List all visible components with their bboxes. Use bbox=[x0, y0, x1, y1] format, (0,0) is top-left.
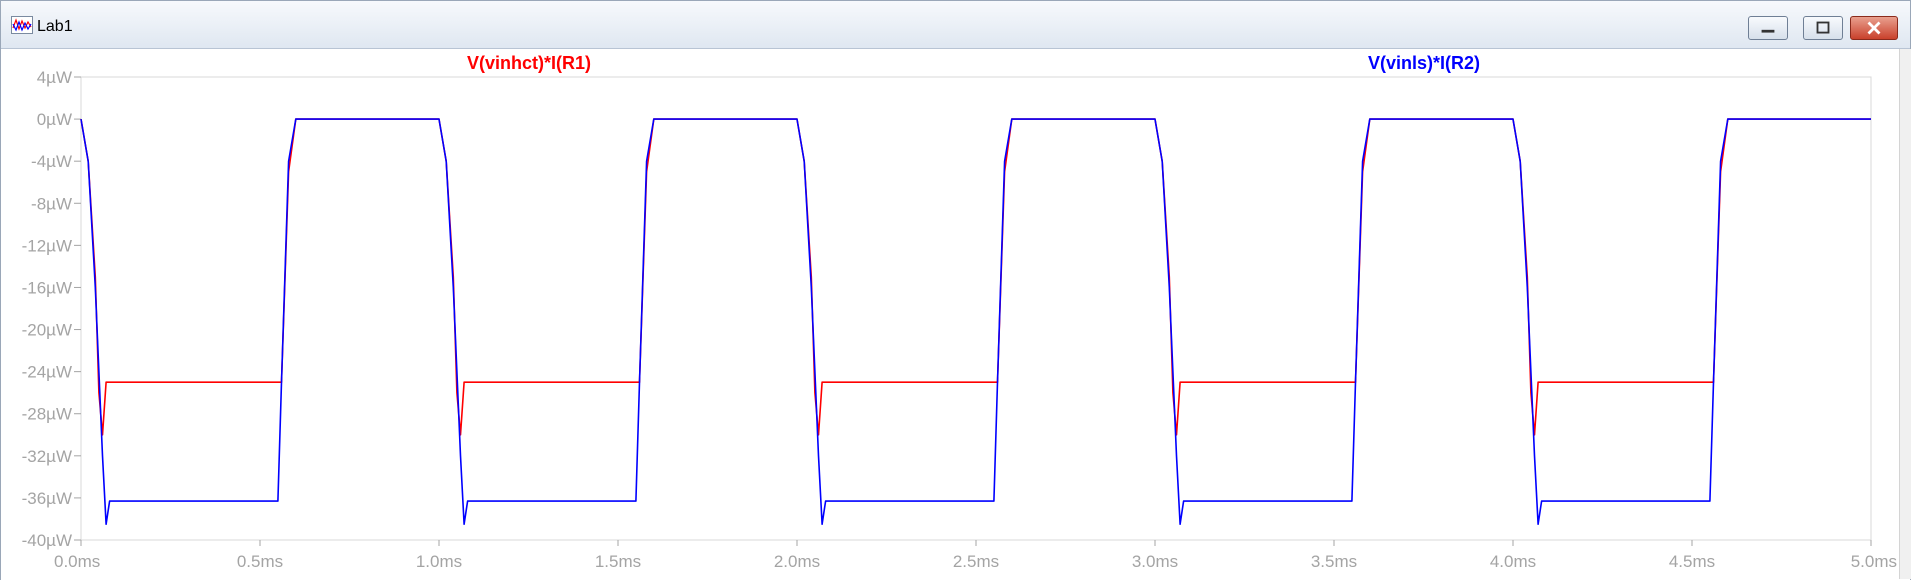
x-tick-label: 3.5ms bbox=[1311, 552, 1357, 571]
traces bbox=[80, 118, 1871, 526]
plot-frame bbox=[80, 76, 1872, 541]
scrollbar[interactable] bbox=[1899, 49, 1911, 579]
y-tick-label: 4µW bbox=[37, 68, 72, 87]
y-tick-label: -28µW bbox=[22, 405, 72, 424]
waveform-chart[interactable]: 0.0ms 0.5ms 1.0ms 1.5ms 2.0ms 2.5ms 3.0ms 3.5ms… bbox=[1, 49, 1899, 580]
y-tick-label: -40µW bbox=[22, 531, 72, 550]
axes bbox=[80, 76, 1872, 541]
x-tick-label: 1.5ms bbox=[595, 552, 641, 571]
y-tick-label: -24µW bbox=[22, 363, 72, 382]
x-tick-label: 0.5ms bbox=[237, 552, 283, 571]
x-tick-label: 5.0ms bbox=[1851, 552, 1897, 571]
x-tick-label: 2.5ms bbox=[953, 552, 999, 571]
series-label-vinls: V(vinls)*I(R2) bbox=[1368, 53, 1480, 73]
trace-vinhct bbox=[80, 118, 1871, 436]
plot-area[interactable]: 0.0ms 0.5ms 1.0ms 1.5ms 2.0ms 2.5ms 3.0ms 3.5ms… bbox=[1, 49, 1910, 580]
series-label-vinhct: V(vinhct)*I(R1) bbox=[467, 53, 591, 73]
y-tick-label: -32µW bbox=[22, 447, 72, 466]
minimize-button[interactable] bbox=[1748, 16, 1788, 40]
y-tick-label: -16µW bbox=[22, 278, 72, 297]
minimize-icon bbox=[1761, 29, 1775, 33]
close-icon bbox=[1867, 21, 1881, 35]
x-tick-label: 4.0ms bbox=[1490, 552, 1536, 571]
x-tick-label: 1.0ms bbox=[416, 552, 462, 571]
y-tick-label: -36µW bbox=[22, 489, 72, 508]
title-bar[interactable]: Lab1 bbox=[1, 1, 1910, 49]
window-title: Lab1 bbox=[37, 18, 73, 35]
x-tick-label: 0.0ms bbox=[54, 552, 100, 571]
y-tick-label: -8µW bbox=[31, 194, 72, 213]
x-tick-label: 4.5ms bbox=[1669, 552, 1715, 571]
x-tick-label: 3.0ms bbox=[1132, 552, 1178, 571]
y-tick-label: -4µW bbox=[31, 152, 72, 171]
y-axis-ticks: 4µW 0µW -4µW -8µW -12µW -16µW -20µW -24µW -28µW -… bbox=[22, 68, 81, 550]
y-tick-label: -20µW bbox=[22, 321, 72, 340]
waveform-icon bbox=[11, 16, 33, 34]
close-button[interactable] bbox=[1850, 16, 1898, 40]
x-axis-ticks: 0.0ms 0.5ms 1.0ms 1.5ms 2.0ms 2.5ms 3.0ms 3.5ms… bbox=[54, 540, 1897, 571]
maximize-icon bbox=[1816, 21, 1830, 34]
y-tick-label: 0µW bbox=[37, 110, 72, 129]
trace-vinls bbox=[80, 118, 1871, 526]
x-tick-label: 2.0ms bbox=[774, 552, 820, 571]
maximize-button[interactable] bbox=[1803, 16, 1843, 40]
y-tick-label: -12µW bbox=[22, 236, 72, 255]
